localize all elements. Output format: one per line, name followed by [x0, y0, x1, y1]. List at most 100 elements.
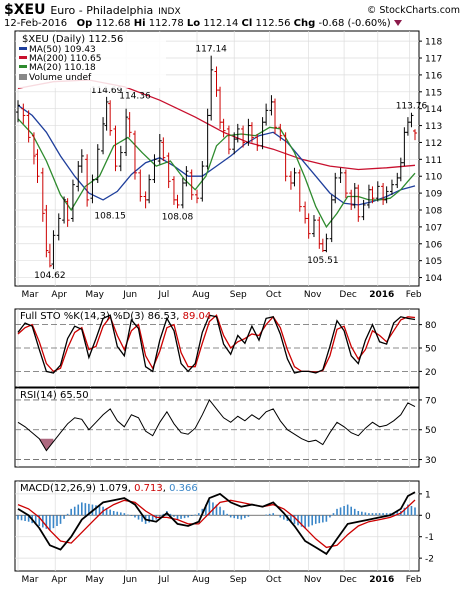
macd-hist-bar: [268, 513, 271, 516]
macd-hist-bar: [127, 514, 129, 516]
price-x-axis: Mar Apr May Jun Jul Aug Sep Oct Nov Dec 2016 Feb: [22, 290, 422, 300]
price-legend-box: [16, 32, 166, 88]
y-tick-label: 108: [425, 207, 442, 217]
macd-hist-bar: [81, 502, 83, 516]
close-label: Cl: [241, 18, 253, 29]
macd-hist-bar: [265, 514, 267, 516]
open-value: 112.68: [95, 18, 131, 29]
price-annotation: 114.69: [91, 86, 123, 96]
macd-hist-bar: [290, 515, 292, 523]
macd-hist-bar: [70, 508, 72, 516]
macd-hist-bar: [59, 515, 62, 524]
macd-hist-bar: [385, 513, 388, 516]
legend-ma20: MA(20) 110.18: [19, 63, 96, 73]
macd-hist-bar: [361, 511, 363, 516]
x-tick-label: Mar: [22, 290, 39, 300]
rsi-oversold-fill: [39, 438, 54, 451]
macd-hist-bar: [300, 515, 303, 527]
macd-hist-bar: [194, 514, 197, 516]
macd-hist-bar: [38, 515, 41, 526]
x-tick-label: Sep: [230, 290, 247, 300]
macd-hist-bar: [109, 509, 111, 516]
x-tick-label: Dec: [339, 290, 356, 300]
macd-hist-bar: [339, 507, 342, 516]
legend-swatch-ma50: [19, 47, 27, 50]
macd-hist-bar: [56, 515, 58, 526]
price-annotation: 113.76: [396, 102, 428, 112]
x-tick-label: Aug: [192, 575, 210, 585]
macd-hist-bar: [222, 510, 225, 516]
macd-line: [17, 491, 416, 556]
rsi-gridlines: [15, 388, 419, 467]
copyright: © StockCharts.com: [366, 5, 460, 16]
high-label: Hi: [133, 18, 146, 29]
macd-hist-bar: [336, 508, 338, 516]
hist-value: 0.366: [169, 483, 198, 494]
macd-hist-bar: [396, 511, 399, 516]
price-legend: $XEU (Daily) 112.56 MA(50) 109.43 MA(200…: [16, 32, 166, 88]
x-tick-label: Dec: [339, 575, 356, 585]
sto-legend-prefix: Full STO %K(14,3) %D(3): [20, 311, 145, 322]
macd-hist-bar: [304, 515, 306, 529]
x-tick-label: Feb: [406, 575, 422, 585]
close-value: 112.56: [255, 18, 291, 29]
macd-hist-bar: [283, 515, 285, 520]
y-tick-label: 80: [425, 321, 437, 331]
price-panel: 104.62 114.69 108.15 114.36 108.08 117.14 105.…: [14, 30, 442, 300]
rsi-legend: RSI(14) 65.50: [20, 390, 89, 401]
rsi-panel: 30 50 70 RSI(14) 65.50: [14, 387, 437, 468]
macd-legend: MACD(12,26,9) 1.079, 0.713, 0.366: [20, 483, 198, 494]
macd-hist-bar: [95, 505, 97, 516]
signal-value: 0.713: [134, 483, 163, 494]
y-tick-label: 106: [425, 240, 442, 250]
legend-volume-label: Volume undef: [29, 73, 92, 83]
macd-hist-bar: [403, 507, 406, 516]
y-tick-label: 1: [425, 490, 431, 500]
legend-swatch-ma20: [19, 65, 27, 68]
macd-hist-bar: [63, 515, 65, 519]
macd-hist-bar: [329, 515, 331, 518]
rsi-panel-frame: [14, 387, 420, 468]
x-tick-label: Nov: [304, 290, 322, 300]
low-label: Lo: [186, 18, 201, 29]
y-tick-label: 111: [425, 156, 442, 166]
legend-ma200-label: MA(200) 110.65: [29, 54, 102, 64]
macd-hist-bar: [233, 515, 236, 519]
open-label: Op: [76, 18, 93, 29]
macd-legend-prefix: MACD(12,26,9): [20, 483, 96, 494]
macd-hist-bar: [368, 513, 370, 516]
macd-hist-bar: [45, 515, 48, 529]
macd-hist-bar: [272, 513, 275, 516]
macd-hist-bar: [343, 506, 345, 516]
macd-hist-bar: [169, 513, 172, 516]
x-tick-label: Sep: [230, 575, 247, 585]
y-tick-label: -2: [425, 555, 434, 565]
macd-hist-bar: [314, 515, 317, 524]
macd-hist-bar: [119, 512, 122, 516]
macd-hist-bar: [173, 515, 175, 517]
macd-hist-bar: [148, 515, 150, 523]
macd-hist-bar: [187, 515, 189, 518]
macd-hist-bar: [180, 515, 182, 519]
macd-hist-bar: [137, 515, 140, 520]
x-tick-label: Nov: [304, 575, 322, 585]
y-tick-label: 0: [425, 512, 431, 522]
y-tick-label: 118: [425, 38, 442, 48]
macd-hist-bar: [240, 515, 243, 520]
macd-hist-bar: [236, 515, 239, 519]
legend-ma50: MA(50) 109.43: [19, 45, 96, 55]
macd-panel: -2 -1 0 1 MACD(12,26,9) 1.079, 0.713, 0.366…: [14, 480, 434, 585]
triangle-down-icon[interactable]: [393, 20, 402, 26]
macd-hist-bar: [66, 513, 69, 516]
macd-hist-bar: [197, 513, 200, 516]
y-tick-label: 105: [425, 257, 442, 267]
macd-hist-bar: [378, 513, 381, 516]
change-value: -0.68 (-0.60%): [318, 18, 391, 29]
chart-title: $XEU Euro - Philadelphia INDX: [4, 2, 181, 18]
macd-hist-bar: [112, 511, 115, 516]
macd-hist-bar: [17, 515, 19, 520]
macd-hist-bar: [311, 515, 314, 526]
macd-hist-bar: [123, 513, 126, 516]
x-tick-label: Feb: [406, 290, 422, 300]
